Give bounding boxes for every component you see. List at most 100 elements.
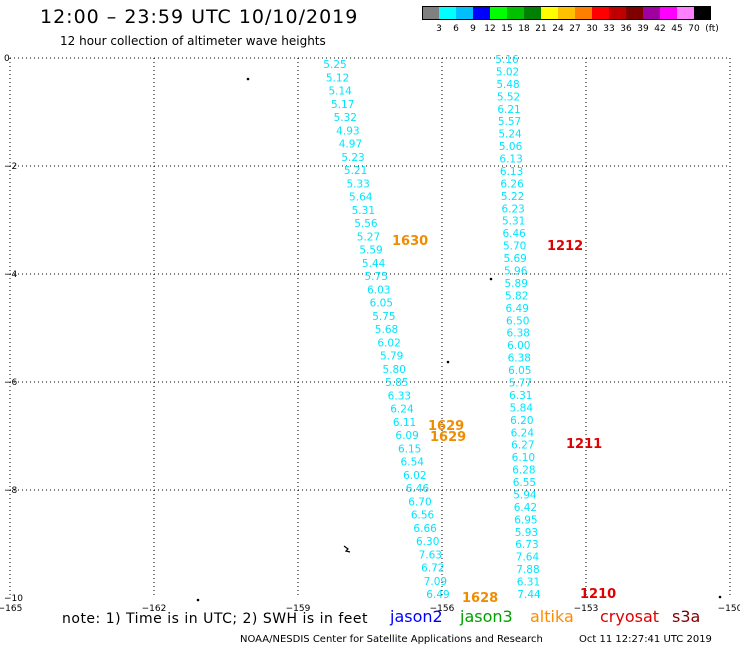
wave-height-value: 5.32 bbox=[334, 112, 357, 124]
scale-label: 33 bbox=[603, 24, 615, 34]
pass-time-label: 1629 bbox=[428, 419, 464, 434]
wave-height-value: 6.38 bbox=[508, 353, 531, 365]
units-note: note: 1) Time is in UTC; 2) SWH is in fe… bbox=[62, 611, 369, 627]
wave-height-value: 6.72 bbox=[421, 563, 444, 575]
wave-height-value: 5.70 bbox=[503, 241, 526, 253]
wave-height-value: 6.10 bbox=[512, 452, 535, 464]
wave-height-value: 5.27 bbox=[357, 231, 380, 243]
wave-height-value: 5.31 bbox=[352, 205, 375, 217]
pass-time-label: 1212 bbox=[547, 239, 583, 254]
scale-swatch bbox=[558, 6, 575, 20]
wave-height-value: 6.31 bbox=[517, 577, 540, 589]
wave-height-value: 6.02 bbox=[377, 337, 400, 349]
map-subtitle: 12 hour collection of altimeter wave hei… bbox=[60, 34, 326, 48]
pass-time-label: 1629 bbox=[430, 430, 466, 445]
wave-height-value: 6.28 bbox=[512, 465, 535, 477]
pass-time-label: 1210 bbox=[580, 587, 616, 602]
wave-height-value: 5.24 bbox=[498, 129, 522, 141]
wave-height-value: 5.85 bbox=[385, 377, 408, 389]
wave-height-value: 6.73 bbox=[515, 539, 538, 551]
wave-height-value: 6.70 bbox=[408, 496, 431, 508]
pass-time-label: 1628 bbox=[462, 591, 498, 606]
wave-height-value: 6.95 bbox=[514, 514, 537, 526]
scale-swatch bbox=[490, 6, 507, 20]
wave-height-value: 6.02 bbox=[403, 470, 426, 482]
scale-label: 30 bbox=[586, 24, 598, 34]
wave-height-value: 6.24 bbox=[390, 404, 414, 416]
wave-height-value: 4.97 bbox=[339, 139, 362, 151]
scale-label: 70 bbox=[688, 24, 700, 34]
wave-height-value: 6.46 bbox=[406, 483, 430, 495]
wave-height-value: 5.33 bbox=[346, 178, 369, 190]
wave-height-value: 7.88 bbox=[516, 564, 539, 576]
wave-height-value: 6.13 bbox=[499, 154, 522, 166]
wave-height-value: 6.20 bbox=[510, 415, 533, 427]
longitude-label: −150 bbox=[718, 604, 740, 614]
scale-swatch bbox=[609, 6, 626, 20]
scale-swatch bbox=[660, 6, 677, 20]
credit-line: NOAA/NESDIS Center for Satellite Applica… bbox=[240, 634, 543, 645]
latitude-label: −2 bbox=[4, 162, 17, 172]
scale-border bbox=[422, 6, 711, 20]
scale-swatch bbox=[473, 6, 490, 20]
wave-height-value: 7.63 bbox=[419, 549, 442, 561]
wave-height-value: 5.02 bbox=[496, 66, 519, 78]
scale-label: 36 bbox=[620, 24, 632, 34]
latitude-label: −8 bbox=[4, 486, 18, 496]
scale-label: 42 bbox=[654, 24, 666, 34]
scale-label: 21 bbox=[535, 24, 547, 34]
wave-height-value: 5.31 bbox=[502, 216, 525, 228]
wave-height-value: 5.84 bbox=[510, 402, 534, 414]
wave-height-value: 5.21 bbox=[344, 165, 367, 177]
wave-height-value: 7.09 bbox=[424, 576, 447, 588]
wave-height-value: 6.05 bbox=[508, 365, 531, 377]
scale-label: 18 bbox=[518, 24, 530, 34]
scale-swatch bbox=[507, 6, 524, 20]
wave-height-value: 6.54 bbox=[401, 457, 425, 469]
wave-height-value: 6.27 bbox=[511, 440, 534, 452]
wave-height-value: 6.24 bbox=[511, 427, 535, 439]
longitude-label: −165 bbox=[0, 604, 22, 614]
wave-height-value: 5.75 bbox=[365, 271, 388, 283]
wave-height-value: 5.14 bbox=[328, 86, 352, 98]
wave-height-value: 6.09 bbox=[395, 430, 418, 442]
wave-height-value: 5.44 bbox=[362, 258, 386, 270]
scale-swatch bbox=[456, 6, 473, 20]
wave-height-value: 6.05 bbox=[370, 298, 393, 310]
pass-time-label: 1630 bbox=[392, 234, 428, 249]
satellite-legend-jason2: jason2 bbox=[390, 607, 443, 626]
scale-label: 9 bbox=[470, 24, 476, 34]
latitude-label: 0 bbox=[4, 54, 10, 64]
scale-label: 6 bbox=[453, 24, 459, 34]
wave-height-value: 6.42 bbox=[514, 502, 537, 514]
wave-height-value: 5.77 bbox=[509, 377, 532, 389]
wave-height-value: 5.64 bbox=[349, 192, 373, 204]
scale-unit: (ft) bbox=[705, 24, 719, 34]
satellite-legend-altika: altika bbox=[530, 607, 574, 626]
island-marker bbox=[246, 77, 250, 81]
island-marker bbox=[489, 277, 493, 281]
wave-height-value: 6.66 bbox=[413, 523, 437, 535]
wave-height-value: 6.50 bbox=[506, 315, 529, 327]
longitude-label: −153 bbox=[574, 604, 599, 614]
wave-height-value: 6.33 bbox=[388, 390, 411, 402]
wave-height-value: 5.75 bbox=[372, 311, 395, 323]
wave-height-value: 5.12 bbox=[326, 72, 349, 84]
satellite-legend-s3a: s3a bbox=[672, 607, 701, 626]
wave-height-value: 6.49 bbox=[426, 589, 449, 601]
pass-time-label: 1211 bbox=[566, 437, 602, 452]
wave-height-value: 5.25 bbox=[323, 59, 346, 71]
map-title: 12:00 – 23:59 UTC 10/10/2019 bbox=[40, 6, 359, 28]
wave-height-value: 6.46 bbox=[502, 228, 526, 240]
longitude-label: −156 bbox=[430, 604, 455, 614]
scale-swatch bbox=[626, 6, 643, 20]
island-marker bbox=[718, 595, 722, 599]
scale-swatch bbox=[524, 6, 541, 20]
wave-height-value: 5.94 bbox=[513, 489, 537, 501]
wave-height-value: 5.23 bbox=[341, 152, 364, 164]
wave-height-value: 7.44 bbox=[517, 589, 541, 601]
wave-height-value: 5.59 bbox=[359, 245, 382, 257]
scale-swatch bbox=[439, 6, 456, 20]
scale-label: 39 bbox=[637, 24, 649, 34]
